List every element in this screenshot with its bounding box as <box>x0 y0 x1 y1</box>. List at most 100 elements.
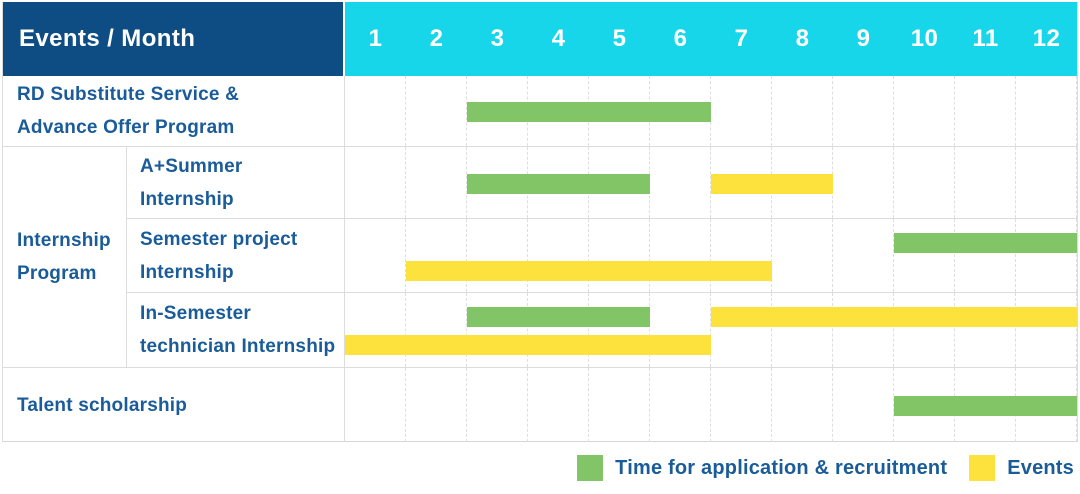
month-grid-cell <box>345 368 406 442</box>
month-header-cell: 4 <box>551 25 566 52</box>
gantt-bar-events <box>711 173 833 194</box>
month-grid-cell <box>833 368 894 442</box>
month-grid-cell <box>528 368 589 442</box>
events-month-header: Events / Month <box>3 2 343 76</box>
gantt-row-chart <box>345 293 1077 367</box>
month-grid-cell <box>955 219 1016 292</box>
month-grid-cell <box>345 76 406 146</box>
legend: Time for application & recruitment Event… <box>2 442 1078 494</box>
month-header-cell: 1 <box>368 25 383 52</box>
month-header-cell: 3 <box>490 25 505 52</box>
internship-program-block: Internship Program A+Summer Internship S… <box>3 147 1077 368</box>
events-month-label: Events / Month <box>19 25 196 52</box>
month-grid-cell <box>955 293 1016 367</box>
gantt-bar-events <box>345 335 711 355</box>
month-header-cell: 5 <box>612 25 627 52</box>
row-label-rd-substitute: RD Substitute Service & Advance Offer Pr… <box>3 76 345 146</box>
month-grid-cell <box>894 293 955 367</box>
gantt-bar-events <box>711 307 1077 327</box>
gantt-bar-application <box>467 173 650 194</box>
gantt-row-talent-scholarship: Talent scholarship <box>3 368 1077 442</box>
row-label-talent-scholarship: Talent scholarship <box>3 368 345 442</box>
month-grid-cell <box>345 219 406 292</box>
gantt-row-a-summer: A+Summer Internship <box>127 147 1077 219</box>
month-grid-cell <box>650 293 711 367</box>
month-header-cell: 9 <box>856 25 871 52</box>
month-grid-cell <box>1016 147 1077 218</box>
gantt-bar-events <box>406 261 772 281</box>
month-header-cell: 12 <box>1032 25 1061 52</box>
gantt-table: Events / Month 1 2 3 4 5 6 7 8 9 10 11 12 RD Substi… <box>2 2 1078 442</box>
month-header-cell: 10 <box>910 25 939 52</box>
gantt-bar-application <box>894 396 1077 416</box>
month-grid-cell <box>467 293 528 367</box>
month-grid-cell <box>589 219 650 292</box>
month-grid-cell <box>833 293 894 367</box>
gantt-bar-application <box>894 233 1077 253</box>
table-header-row: Events / Month 1 2 3 4 5 6 7 8 9 10 11 12 <box>3 2 1077 76</box>
month-grid-cell <box>345 293 406 367</box>
legend-item-application: Time for application & recruitment <box>577 455 947 481</box>
group-label-line: Program <box>17 263 97 284</box>
gantt-bar-application <box>467 102 711 122</box>
internship-subrows: A+Summer Internship Semester project Int… <box>127 147 1077 367</box>
month-grid-cell <box>955 147 1016 218</box>
month-grid-cell <box>1016 293 1077 367</box>
month-grid-cell <box>650 219 711 292</box>
month-grid-cell <box>345 147 406 218</box>
month-grid-cell <box>711 368 772 442</box>
row-label-line: In-Semester <box>140 303 251 324</box>
gantt-row-in-semester-technician: In-Semester technician Internship <box>127 293 1077 367</box>
month-grid-cell <box>467 219 528 292</box>
row-label-line: A+Summer <box>140 155 243 177</box>
row-label-line: Internship <box>140 188 234 210</box>
month-grid-cell <box>833 147 894 218</box>
month-grid-cell <box>528 293 589 367</box>
month-grid-cell <box>833 76 894 146</box>
month-grid-cell <box>528 219 589 292</box>
month-grid-cell <box>589 368 650 442</box>
month-grid-cell <box>772 76 833 146</box>
group-label-internship-program: Internship Program <box>3 147 127 367</box>
month-grid-cell <box>406 293 467 367</box>
month-grid-cell <box>894 147 955 218</box>
month-grid-cell <box>711 293 772 367</box>
month-header-cell: 8 <box>795 25 810 52</box>
month-grid-cell <box>711 76 772 146</box>
gantt-row-chart <box>345 147 1077 218</box>
month-header-cell: 2 <box>429 25 444 52</box>
gantt-row-rd-substitute: RD Substitute Service & Advance Offer Pr… <box>3 76 1077 147</box>
legend-item-events: Events <box>969 455 1074 481</box>
month-grid-cell <box>711 219 772 292</box>
legend-label-events: Events <box>1007 456 1074 479</box>
group-label-line: Internship <box>17 230 111 251</box>
month-header-cell: 7 <box>734 25 749 52</box>
green-swatch-icon <box>577 455 604 481</box>
row-label-line: RD Substitute Service & <box>17 84 240 105</box>
month-header-cell: 11 <box>972 25 999 52</box>
gantt-bar-application <box>467 307 650 327</box>
month-grid-cell <box>1016 76 1077 146</box>
month-grid-cell <box>772 219 833 292</box>
legend-label-application: Time for application & recruitment <box>615 456 948 479</box>
month-grid-cell <box>650 147 711 218</box>
month-grid-cell <box>467 368 528 442</box>
month-grid-cell <box>894 76 955 146</box>
gantt-row-chart <box>345 368 1077 442</box>
month-grid-cell <box>955 76 1016 146</box>
row-label-semester-project: Semester project Internship <box>127 219 345 292</box>
month-grid-cell <box>406 219 467 292</box>
row-label-line: Advance Offer Program <box>17 117 235 138</box>
month-grid-cell <box>894 219 955 292</box>
month-header-cells: 1 2 3 4 5 6 7 8 9 10 11 12 <box>345 2 1077 76</box>
row-label-line: Semester project <box>140 228 298 250</box>
row-label-a-summer: A+Summer Internship <box>127 147 345 218</box>
month-grid-cell <box>772 368 833 442</box>
yellow-swatch-icon <box>969 455 996 481</box>
month-grid-cell <box>650 368 711 442</box>
gantt-row-chart <box>345 76 1077 146</box>
row-label-in-semester-technician: In-Semester technician Internship <box>127 293 345 367</box>
month-grid-cell <box>1016 219 1077 292</box>
month-grid-cell <box>833 219 894 292</box>
gantt-row-chart <box>345 219 1077 292</box>
